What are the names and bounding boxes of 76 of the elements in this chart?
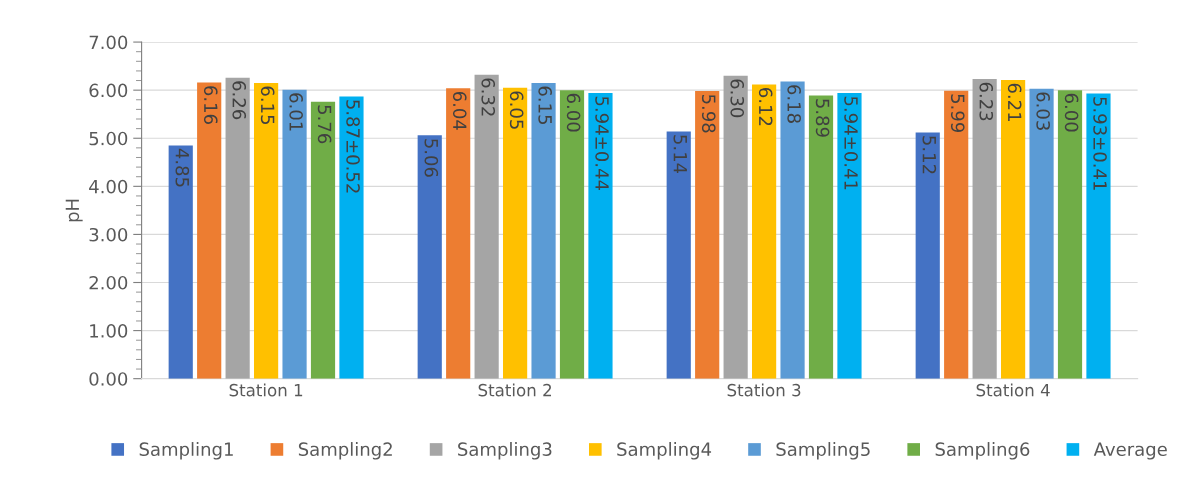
bar	[531, 82, 556, 379]
y-tick-label: 0.00	[89, 372, 128, 386]
bar	[310, 101, 336, 379]
data-label: 5.94±0.41	[844, 96, 858, 190]
data-label: 5.06	[424, 139, 439, 177]
y-tick-label: 3.00	[89, 227, 128, 242]
bar	[168, 145, 193, 379]
data-label: 6.26	[232, 81, 247, 120]
y-tick-label: 7.00	[89, 35, 128, 50]
x-tick-label: Station 3	[727, 383, 801, 397]
bar	[282, 89, 307, 379]
y-tick-label: 1.00	[90, 324, 128, 338]
data-label: 6.23	[979, 82, 994, 121]
bar	[723, 75, 748, 379]
data-label: 6.30	[730, 79, 745, 118]
data-label: 4.85	[175, 148, 190, 187]
data-label: 5.76	[317, 105, 332, 144]
bar	[339, 96, 364, 379]
data-label: 6.15	[260, 86, 275, 124]
data-label: 5.94±0.44	[595, 96, 609, 190]
y-tick-label: 6.00	[89, 83, 128, 98]
x-tick-label: Station 1	[229, 383, 303, 397]
data-label: 5.12	[922, 136, 937, 174]
bar	[559, 90, 585, 379]
bar	[837, 93, 862, 379]
data-label: 5.98	[701, 94, 716, 133]
data-label: 6.12	[758, 88, 773, 126]
data-label: 6.21	[1007, 83, 1022, 121]
bar	[752, 84, 777, 379]
bar	[695, 91, 720, 379]
bar	[1057, 90, 1083, 379]
data-label: 6.03	[1036, 92, 1050, 130]
bar	[474, 74, 499, 379]
legend-label: Sampling1	[139, 442, 233, 460]
bar	[503, 87, 528, 379]
bar	[1001, 80, 1026, 379]
data-label: 6.16	[203, 86, 218, 124]
x-tick-label: Station 4	[976, 383, 1050, 397]
bar	[944, 90, 969, 379]
legend-label: Average	[1093, 442, 1167, 460]
x-tick-label: Station 2	[478, 383, 552, 397]
data-label: 5.14	[673, 135, 687, 174]
data-label: 5.99	[950, 94, 965, 132]
data-label: 6.32	[481, 78, 496, 116]
legend-label: Sampling2	[298, 442, 392, 460]
data-label: 6.05	[509, 91, 524, 129]
data-label: 6.18	[787, 85, 801, 123]
bar	[197, 82, 222, 379]
bar	[666, 131, 691, 379]
y-tick-label: 5.00	[89, 131, 128, 146]
legend-label: Sampling6	[935, 442, 1030, 460]
bar	[446, 88, 471, 379]
bar	[1029, 88, 1054, 379]
data-label: 6.04	[452, 91, 467, 130]
bar	[808, 95, 834, 379]
legend-label: Sampling4	[617, 442, 712, 460]
legend-label: Sampling5	[776, 442, 870, 460]
bar	[972, 79, 997, 379]
bar	[780, 81, 805, 379]
data-label: 5.87±0.52	[346, 100, 360, 193]
bar	[1086, 93, 1111, 379]
bar	[417, 135, 442, 379]
bar	[254, 82, 279, 379]
y-tick-label: 4.00	[89, 179, 128, 194]
data-label: 5.89	[815, 99, 830, 137]
data-label: 6.00	[1064, 93, 1079, 132]
data-label: 6.15	[538, 86, 552, 124]
y-tick-label: 2.00	[89, 275, 128, 290]
data-label: 6.00	[566, 93, 581, 132]
y-axis-title: pH	[65, 199, 83, 222]
legend-label: Sampling3	[458, 442, 552, 460]
data-label: 6.01	[289, 93, 303, 131]
bar	[915, 132, 940, 379]
bar	[588, 93, 613, 379]
bar	[225, 77, 250, 379]
data-label: 5.93±0.41	[1093, 97, 1107, 190]
